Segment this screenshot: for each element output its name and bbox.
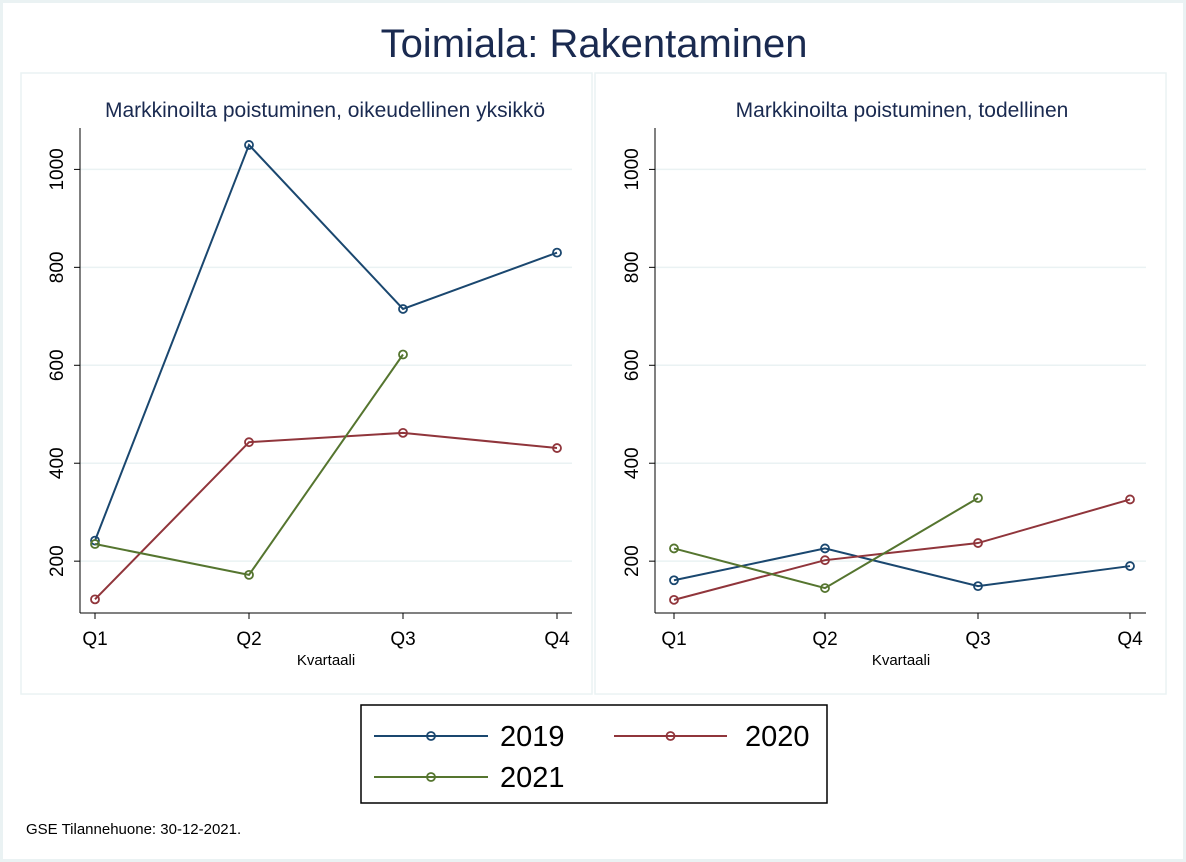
data-point-2021 xyxy=(669,543,679,554)
x-tick-label: Q3 xyxy=(965,629,990,650)
data-point-2019 xyxy=(973,581,983,592)
legend-label-2019: 2019 xyxy=(500,721,565,753)
legend-marker-2021 xyxy=(426,772,436,782)
x-axis-label: Kvartaali xyxy=(297,652,355,669)
panel-title: Markkinoilta poistuminen, todellinen xyxy=(736,99,1069,122)
data-point-2019 xyxy=(820,543,830,554)
y-tick-label: 1000 xyxy=(622,148,643,190)
data-point-2020 xyxy=(669,594,679,605)
y-tick-label: 600 xyxy=(622,349,643,381)
series-line-2020 xyxy=(673,498,1131,601)
figure-title: Toimiala: Rakentaminen xyxy=(381,22,808,66)
footer-note: GSE Tilannehuone: 30-12-2021. xyxy=(26,821,241,838)
y-tick-label: 600 xyxy=(47,349,68,381)
y-tick-label: 200 xyxy=(47,545,68,577)
series-line-2021 xyxy=(94,353,404,576)
legend-box xyxy=(360,704,828,804)
legend-marker-2019 xyxy=(426,731,436,741)
y-tick-label: 400 xyxy=(47,447,68,479)
y-tick-label: 800 xyxy=(622,251,643,283)
x-tick-label: Q4 xyxy=(1117,629,1143,650)
series-line-2019 xyxy=(94,143,558,541)
legend: 2019 2020 2021 xyxy=(360,704,828,804)
x-tick-label: Q1 xyxy=(82,629,107,650)
left-panel-frame xyxy=(20,72,593,695)
x-tick-label: Q3 xyxy=(390,629,415,650)
data-point-2019 xyxy=(552,247,562,258)
left-panel: Markkinoilta poistuminen, oikeudellinen … xyxy=(47,99,572,669)
x-tick-label: Q2 xyxy=(236,629,261,650)
series-line-2020 xyxy=(94,431,558,601)
x-axis-label: Kvartaali xyxy=(872,652,930,669)
data-point-2021 xyxy=(90,539,100,549)
y-tick-label: 800 xyxy=(47,251,68,283)
data-point-2019 xyxy=(398,304,408,314)
x-tick-label: Q1 xyxy=(661,629,686,650)
y-tick-label: 400 xyxy=(622,447,643,479)
data-point-2021 xyxy=(244,569,254,580)
data-point-2021 xyxy=(820,583,830,593)
data-point-2020 xyxy=(1125,494,1135,505)
y-tick-label: 200 xyxy=(622,545,643,577)
data-point-2020 xyxy=(973,538,983,548)
legend-marker-2020 xyxy=(665,731,676,741)
x-tick-label: Q2 xyxy=(812,629,837,650)
data-point-2019 xyxy=(669,575,679,586)
data-point-2019 xyxy=(244,140,254,150)
series-line-2021 xyxy=(673,497,979,590)
series-line-2019 xyxy=(673,547,1131,588)
data-point-2019 xyxy=(1125,561,1135,571)
y-tick-label: 1000 xyxy=(47,148,68,190)
panel-title: Markkinoilta poistuminen, oikeudellinen … xyxy=(105,99,545,122)
data-point-2020 xyxy=(552,443,562,453)
legend-label-2021: 2021 xyxy=(500,762,565,794)
right-panel-frame xyxy=(594,72,1167,695)
data-point-2020 xyxy=(90,594,100,605)
x-tick-label: Q4 xyxy=(544,629,570,650)
data-point-2021 xyxy=(398,349,408,360)
legend-label-2020: 2020 xyxy=(745,721,810,753)
data-point-2020 xyxy=(398,427,408,438)
right-panel: Markkinoilta poistuminen, todellinen 200 4… xyxy=(622,99,1146,669)
data-point-2020 xyxy=(820,555,830,566)
data-point-2020 xyxy=(244,437,254,448)
data-point-2021 xyxy=(973,493,983,503)
